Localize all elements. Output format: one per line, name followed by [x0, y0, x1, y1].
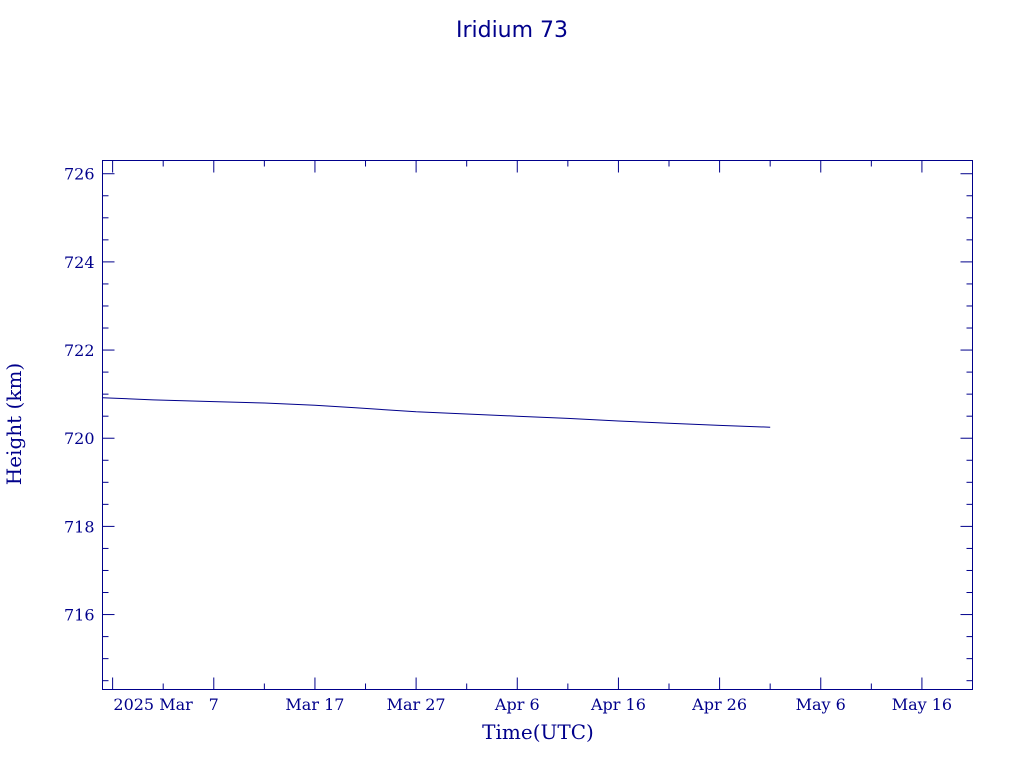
y-tick-label: 724 — [64, 253, 95, 272]
y-axis-ticks: 716 718 720 722 724 726 — [64, 165, 973, 682]
x-tick-label: Mar 17 — [285, 695, 344, 714]
x-tick-label: Mar 27 — [387, 695, 446, 714]
x-tick-label: Apr 16 — [590, 695, 646, 714]
x-tick-label: 7 — [209, 695, 219, 714]
plot-area — [102, 160, 973, 690]
y-tick-label: 726 — [64, 165, 95, 184]
y-axis-label: Height (km) — [2, 363, 26, 485]
x-tick-label: Apr 26 — [691, 695, 747, 714]
y-tick-label: 722 — [64, 341, 95, 360]
y-tick-label: 718 — [64, 517, 95, 536]
x-axis-label: Time(UTC) — [482, 720, 594, 744]
x-tick-label: 2025 Mar — [113, 695, 193, 714]
series-layer — [102, 397, 771, 428]
chart-title: Iridium 73 — [456, 18, 568, 43]
y-tick-label: 716 — [64, 606, 95, 625]
x-tick-label: Apr 6 — [494, 695, 540, 714]
series-line — [102, 397, 771, 428]
x-tick-label: May 16 — [892, 695, 952, 714]
x-axis-ticks: 2025 Mar 7 Mar 17 Mar 27 Apr 6 Apr 16 Apr 26 Ma… — [112, 160, 973, 714]
y-tick-label: 720 — [64, 429, 95, 448]
x-tick-label: May 6 — [796, 695, 846, 714]
